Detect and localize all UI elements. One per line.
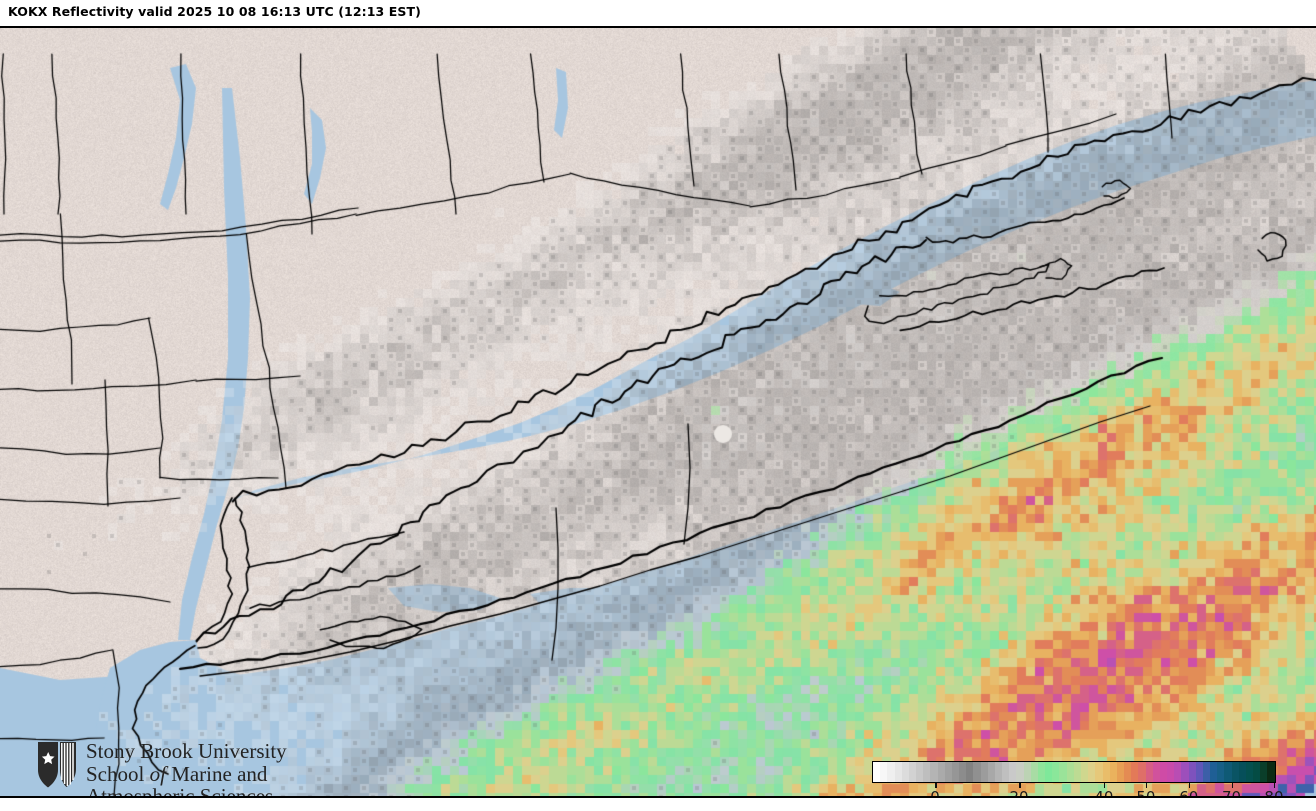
radar-reflectivity-map[interactable] (0, 28, 1316, 796)
colorbar-segment (1016, 762, 1024, 782)
logo-line-2-pre: School (86, 761, 150, 786)
colorbar-segment (1059, 762, 1067, 782)
colorbar-segment (1009, 762, 1017, 782)
colorbar-segment (1073, 762, 1081, 782)
sbu-logo-text: Stony Brook University School of Marine … (86, 739, 287, 798)
colorbar-segment (994, 762, 1003, 782)
colorbar-tick-label: 80 (1264, 788, 1284, 798)
colorbar-segment (987, 762, 995, 782)
colorbar-tick-label: 50 (1136, 788, 1156, 798)
colorbar-segment (1188, 762, 1196, 782)
colorbar-tick-label: 40 (1094, 788, 1114, 798)
colorbar-segment (1231, 762, 1239, 782)
colorbar-segment (1181, 762, 1189, 782)
colorbar-segment (1195, 762, 1203, 782)
colorbar-segment (1145, 762, 1153, 782)
colorbar-segment (930, 762, 938, 782)
colorbar-tick-labels: 0 20 40 50 60 70 80 (872, 788, 1283, 798)
sbu-shield-icon (38, 742, 76, 788)
colorbar-segment (894, 762, 902, 782)
colorbar-segment (1253, 762, 1261, 782)
colorbar-segment (973, 762, 981, 782)
colorbar-segment (1052, 762, 1060, 782)
colorbar-segment (1002, 762, 1010, 782)
colorbar-segment (1066, 762, 1074, 782)
colorbar-ticks (872, 783, 1276, 789)
radar-map-frame[interactable]: 0 20 40 50 60 70 80 Stony Brook University Sch… (0, 26, 1316, 798)
colorbar-tick (1019, 783, 1021, 788)
colorbar-tick (1231, 783, 1234, 788)
colorbar-segment (1124, 762, 1132, 782)
colorbar-segment (937, 762, 945, 782)
colorbar-tick-label: 20 (1009, 788, 1029, 798)
colorbar-segment (1267, 762, 1275, 782)
colorbar-segment (1224, 762, 1232, 782)
colorbar-segment (1045, 762, 1053, 782)
colorbar-segment (1210, 762, 1218, 782)
colorbar-segment (923, 762, 931, 782)
page-title: KOKX Reflectivity valid 2025 10 08 16:13… (8, 4, 421, 19)
colorbar-segment (1238, 762, 1246, 782)
colorbar-segment (1260, 762, 1268, 782)
colorbar-tick-label: 60 (1179, 788, 1199, 798)
colorbar-segment (1217, 762, 1225, 782)
colorbar-segment (1174, 762, 1182, 782)
colorbar-segment (980, 762, 988, 782)
colorbar-segment (1116, 762, 1125, 782)
colorbar-segment (887, 762, 895, 782)
colorbar-gradient-strip (872, 761, 1276, 783)
logo-line-2-italic: of (149, 761, 166, 786)
colorbar-segment (1102, 762, 1110, 782)
colorbar-segment (1245, 762, 1254, 782)
reflectivity-colorbar: 0 20 40 50 60 70 80 (872, 761, 1284, 798)
colorbar-segment (966, 762, 974, 782)
logo-line-2-post: Marine and (165, 761, 268, 786)
logo-line-3: Atmospheric Sciences (86, 784, 274, 798)
colorbar-segment (908, 762, 917, 782)
colorbar-tick (935, 783, 937, 788)
colorbar-segment (880, 762, 888, 782)
colorbar-segment (1095, 762, 1103, 782)
colorbar-segment (1088, 762, 1096, 782)
colorbar-tick (1273, 783, 1276, 788)
colorbar-segment (944, 762, 952, 782)
colorbar-segment (951, 762, 960, 782)
colorbar-segment (1080, 762, 1089, 782)
colorbar-tick (1188, 783, 1191, 788)
colorbar-segment (1202, 762, 1211, 782)
colorbar-segment (1037, 762, 1046, 782)
colorbar-segment (1030, 762, 1038, 782)
logo-line-1: Stony Brook University (86, 739, 287, 763)
colorbar-segment (1152, 762, 1160, 782)
title-bar: KOKX Reflectivity valid 2025 10 08 16:13… (0, 0, 1316, 26)
colorbar-segment (1167, 762, 1175, 782)
colorbar-segment (901, 762, 909, 782)
colorbar-segment (873, 762, 881, 782)
colorbar-tick-label: 70 (1222, 788, 1242, 798)
colorbar-segment (1159, 762, 1168, 782)
colorbar-segment (916, 762, 924, 782)
colorbar-segment (1138, 762, 1146, 782)
colorbar-segment (1131, 762, 1139, 782)
colorbar-tick (1103, 783, 1106, 788)
colorbar-segment (1023, 762, 1031, 782)
colorbar-segment (1109, 762, 1117, 782)
sbu-logo: Stony Brook University School of Marine … (34, 718, 334, 798)
logo-line-2: School of Marine and (86, 761, 287, 786)
colorbar-tick (1145, 783, 1148, 788)
colorbar-segment (959, 762, 967, 782)
colorbar-tick-label: 0 (930, 788, 940, 798)
